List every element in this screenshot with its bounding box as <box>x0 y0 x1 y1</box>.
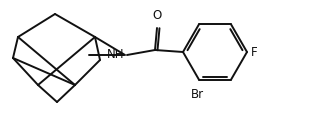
Text: NH: NH <box>107 48 124 61</box>
Text: Br: Br <box>190 88 204 101</box>
Text: O: O <box>153 9 162 22</box>
Text: F: F <box>251 45 258 59</box>
